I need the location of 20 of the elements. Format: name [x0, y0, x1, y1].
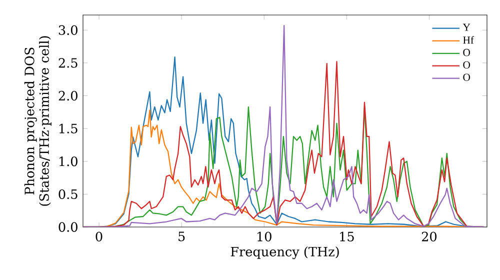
y-tick-label: 1.5 [60, 124, 78, 134]
legend-label: Y [462, 24, 470, 31]
x-tick-label: 5 [178, 232, 185, 242]
legend-label: O [463, 61, 470, 69]
line-series [83, 24, 484, 227]
x-tick-label: 15 [340, 232, 354, 242]
x-tick-label: 0 [96, 232, 102, 242]
y-tick-label: 1.0 [60, 156, 78, 166]
y-tick-label: 2.5 [58, 58, 78, 68]
y-tick-label: 2.0 [58, 90, 78, 101]
x-tick-label: 20 [422, 232, 437, 242]
y-axis-title: Phonon projected DOS (States/THz·primitive cell) [24, 36, 52, 206]
legend-label: O [463, 74, 470, 81]
x-tick-label: 10 [258, 232, 272, 242]
legend-label: O [463, 48, 470, 56]
x-axis-title: Frequency (THz) [230, 246, 339, 260]
y-tick-label: 3.0 [58, 25, 78, 35]
y-tick-label: 0.0 [58, 222, 78, 232]
y-tick-label: 0.5 [58, 189, 78, 200]
legend-label: Hf [463, 36, 474, 44]
